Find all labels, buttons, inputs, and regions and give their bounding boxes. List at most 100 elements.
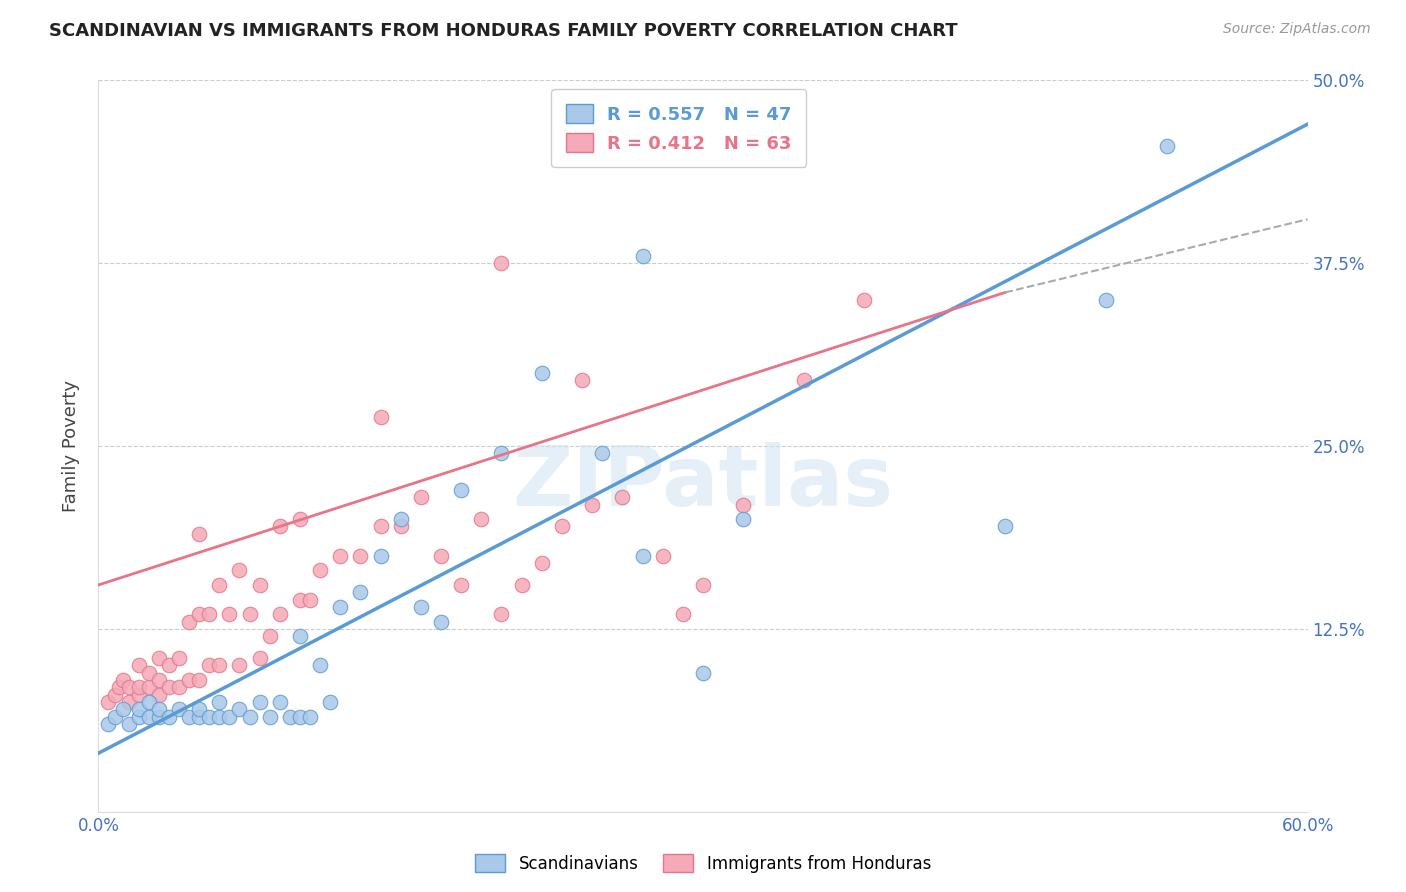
Point (118, 717, 141, 731)
Point (994, 519, 1017, 533)
Point (103, 709, 125, 723)
Point (188, 673, 211, 687)
Point (389, 519, 412, 533)
Point (118, 681, 141, 695)
Point (167, 681, 190, 695)
Point (450, 483, 472, 497)
Point (389, 512, 412, 526)
Point (157, 681, 180, 695)
Point (128, 681, 150, 695)
Point (733, 498, 755, 512)
Point (409, 490, 432, 504)
Point (111, 673, 134, 687)
Point (239, 709, 262, 723)
Point (198, 709, 221, 723)
Point (103, 688, 125, 702)
Point (198, 658, 221, 673)
Point (128, 709, 150, 723)
Point (409, 599, 432, 614)
Legend: R = 0.557   N = 47, R = 0.412   N = 63: R = 0.557 N = 47, R = 0.412 N = 63 (551, 89, 806, 167)
Point (97, 695, 120, 709)
Point (309, 563, 332, 577)
Point (288, 592, 311, 607)
Point (249, 578, 271, 592)
Point (138, 695, 160, 709)
Point (228, 563, 250, 577)
Point (167, 702, 190, 716)
Point (853, 293, 876, 307)
Point (692, 665, 714, 680)
Point (631, 249, 654, 263)
Point (188, 702, 211, 716)
Point (288, 512, 311, 526)
Point (299, 592, 322, 607)
Point (249, 695, 271, 709)
Point (349, 585, 371, 599)
Point (138, 681, 160, 695)
Y-axis label: Family Poverty: Family Poverty (62, 380, 80, 512)
Point (631, 549, 654, 563)
Point (370, 549, 392, 563)
Point (370, 519, 392, 533)
Point (571, 373, 593, 387)
Point (138, 665, 160, 680)
Point (259, 709, 281, 723)
Point (491, 607, 513, 622)
Point (107, 681, 129, 695)
Text: ZIPatlas: ZIPatlas (513, 442, 893, 523)
Point (167, 651, 190, 665)
Point (278, 709, 301, 723)
Point (128, 658, 150, 673)
Point (288, 629, 311, 643)
Point (370, 409, 392, 424)
Point (208, 709, 231, 723)
Point (118, 695, 141, 709)
Point (188, 526, 211, 541)
Point (672, 607, 695, 622)
Point (581, 498, 603, 512)
Text: SCANDINAVIAN VS IMMIGRANTS FROM HONDURAS FAMILY POVERTY CORRELATION CHART: SCANDINAVIAN VS IMMIGRANTS FROM HONDURAS… (49, 22, 957, 40)
Point (530, 366, 553, 380)
Point (793, 373, 815, 387)
Point (259, 629, 281, 643)
Legend: Scandinavians, Immigrants from Honduras: Scandinavians, Immigrants from Honduras (468, 847, 938, 880)
Point (111, 702, 134, 716)
Point (329, 599, 352, 614)
Point (228, 658, 250, 673)
Point (157, 658, 180, 673)
Point (551, 519, 574, 533)
Point (733, 512, 755, 526)
Point (148, 709, 170, 723)
Point (1095, 293, 1118, 307)
Point (450, 578, 472, 592)
Point (470, 512, 492, 526)
Point (188, 709, 211, 723)
Point (218, 709, 240, 723)
Point (128, 702, 150, 716)
Point (309, 658, 332, 673)
Point (249, 651, 271, 665)
Point (612, 490, 634, 504)
Point (179, 709, 201, 723)
Point (138, 709, 160, 723)
Point (349, 549, 371, 563)
Text: Source: ZipAtlas.com: Source: ZipAtlas.com (1223, 22, 1371, 37)
Point (148, 673, 170, 687)
Point (319, 695, 342, 709)
Point (430, 615, 453, 629)
Point (510, 578, 533, 592)
Point (97, 717, 120, 731)
Point (218, 607, 240, 622)
Point (239, 607, 262, 622)
Point (430, 549, 453, 563)
Point (530, 556, 553, 570)
Point (128, 688, 150, 702)
Point (591, 446, 613, 460)
Point (692, 578, 714, 592)
Point (157, 709, 180, 723)
Point (1156, 139, 1178, 153)
Point (651, 549, 673, 563)
Point (269, 607, 291, 622)
Point (288, 709, 311, 723)
Point (491, 256, 513, 270)
